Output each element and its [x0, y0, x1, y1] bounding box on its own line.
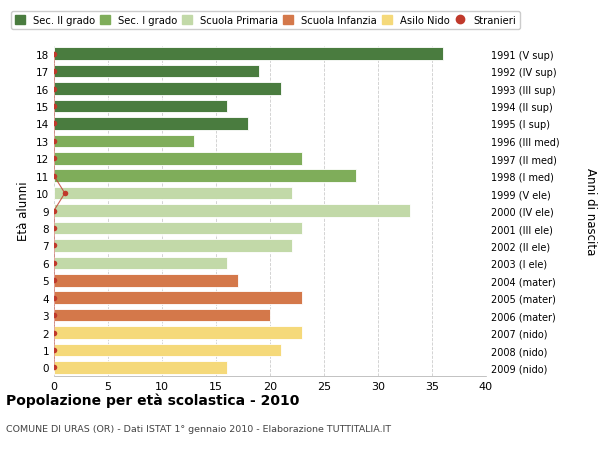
Bar: [54, 135, 194, 148]
Bar: [54, 240, 292, 252]
Bar: [54, 361, 227, 374]
Bar: [54, 153, 302, 165]
Point: [49, 86, 59, 93]
Point: [49, 121, 59, 128]
Point: [49, 138, 59, 145]
Point: [49, 260, 59, 267]
Point: [49, 242, 59, 250]
Point: [60, 190, 70, 197]
Point: [49, 364, 59, 371]
Text: Anni di nascita: Anni di nascita: [584, 168, 597, 255]
Bar: [54, 292, 302, 304]
Bar: [54, 274, 238, 287]
Bar: [54, 222, 302, 235]
Point: [49, 68, 59, 76]
Point: [49, 312, 59, 319]
Bar: [54, 187, 292, 200]
Point: [49, 329, 59, 336]
Bar: [54, 327, 302, 339]
Bar: [54, 101, 227, 113]
Legend: Sec. II grado, Sec. I grado, Scuola Primaria, Scuola Infanzia, Asilo Nido, Stran: Sec. II grado, Sec. I grado, Scuola Prim…: [11, 12, 520, 30]
Point: [49, 51, 59, 58]
Bar: [54, 257, 227, 269]
Bar: [54, 170, 356, 183]
Bar: [54, 48, 443, 61]
Point: [49, 347, 59, 354]
Point: [49, 207, 59, 215]
Text: COMUNE DI URAS (OR) - Dati ISTAT 1° gennaio 2010 - Elaborazione TUTTITALIA.IT: COMUNE DI URAS (OR) - Dati ISTAT 1° genn…: [6, 425, 391, 434]
Point: [49, 103, 59, 111]
Point: [49, 277, 59, 285]
Bar: [54, 83, 281, 95]
Point: [49, 225, 59, 232]
Bar: [54, 66, 259, 78]
Point: [49, 173, 59, 180]
Point: [49, 294, 59, 302]
Y-axis label: Età alunni: Età alunni: [17, 181, 31, 241]
Text: Popolazione per età scolastica - 2010: Popolazione per età scolastica - 2010: [6, 392, 299, 407]
Bar: [54, 309, 270, 322]
Point: [49, 155, 59, 162]
Bar: [54, 118, 248, 130]
Bar: [54, 205, 410, 218]
Bar: [54, 344, 281, 357]
